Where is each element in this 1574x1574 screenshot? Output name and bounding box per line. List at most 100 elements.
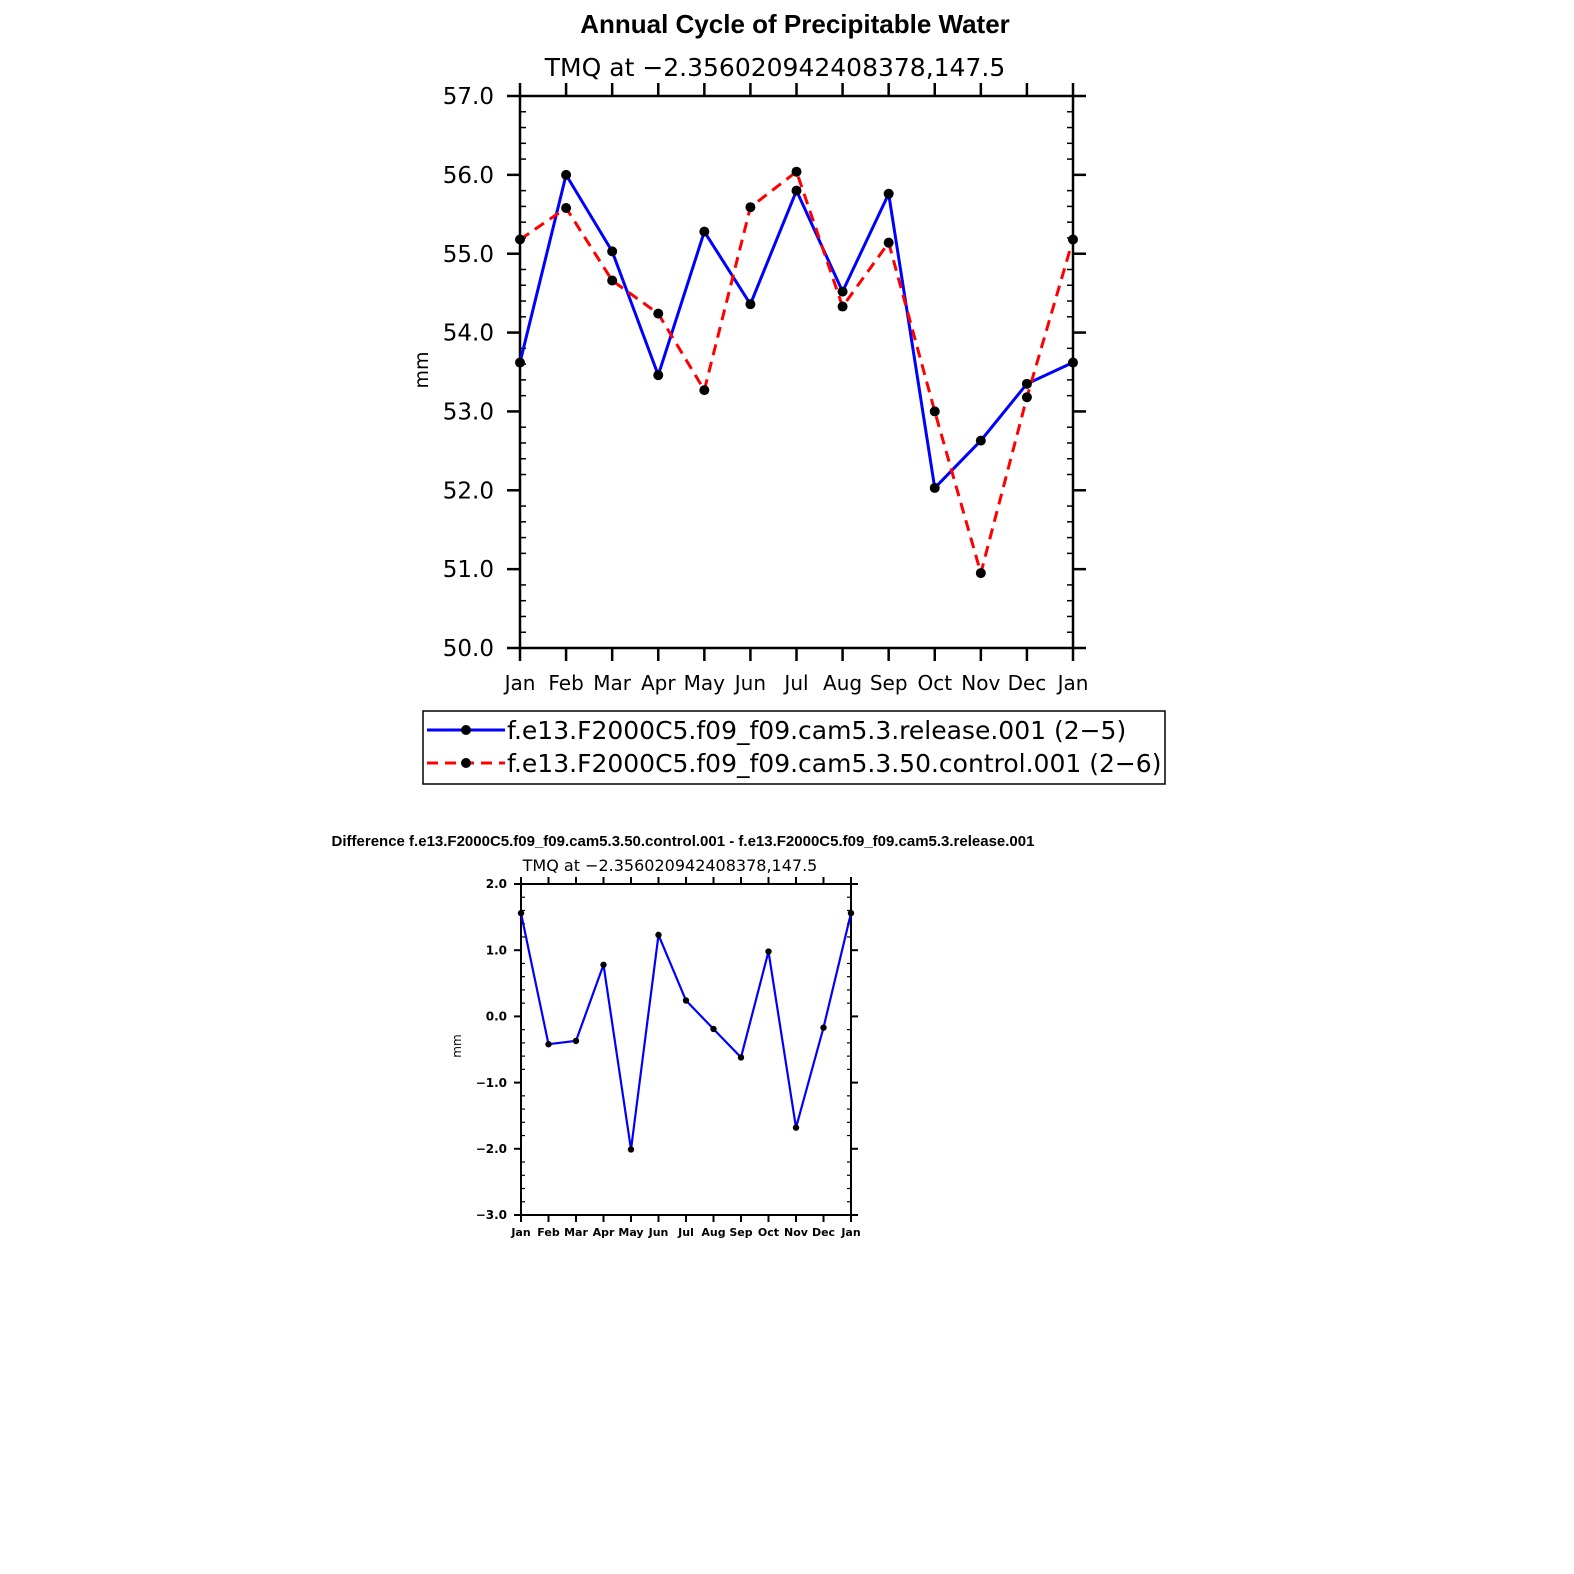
main-ytick-label: 57.0: [443, 84, 494, 110]
difference-xtick-label: Jan: [510, 1226, 530, 1239]
main-chart-title: Annual Cycle of Precipitable Water: [580, 9, 1010, 39]
main-series-1-point: [607, 246, 618, 257]
difference-xtick-label: Jun: [648, 1226, 669, 1239]
difference-chart-plot-area: Jan Feb Mar Apr May Jun Jul Aug Sep Oct Nov Dec Jan−…: [476, 877, 861, 1239]
difference-ytick-label: −2.0: [476, 1142, 507, 1156]
difference-xtick-label: Jul: [677, 1226, 694, 1239]
difference-xtick-label: Mar: [564, 1226, 588, 1239]
main-series-1-point: [1068, 357, 1078, 368]
difference-series-1-point: [517, 909, 525, 917]
main-series-2-point: [607, 275, 618, 286]
difference-series-1-point: [600, 961, 607, 968]
main-ytick-label: 56.0: [443, 163, 494, 189]
difference-xtick-label: Oct: [758, 1226, 779, 1239]
legend-series-2-label: f.e13.F2000C5.f09_f09.cam5.3.50.control.…: [507, 749, 1161, 778]
difference-series-1-point: [847, 909, 855, 917]
difference-series-1-point: [572, 1037, 580, 1045]
main-chart-plot-area: Jan Feb Mar Apr May Jun Jul Aug Sep Oct Nov Dec Jan 5…: [443, 83, 1089, 695]
main-series-2-point: [1068, 234, 1078, 245]
main-ytick-label: 51.0: [443, 557, 494, 583]
main-annual-cycle-chart: Annual Cycle of Precipitable Water TMQ a…: [411, 9, 1088, 695]
main-xtick-label: Jan: [1056, 671, 1089, 695]
main-series-2-point: [515, 234, 525, 245]
main-series-2-point: [837, 301, 848, 312]
difference-series-1-point: [792, 1124, 800, 1131]
main-series-1-point: [561, 169, 572, 180]
difference-xtick-label: Nov: [784, 1226, 809, 1239]
main-ytick-label: 52.0: [443, 478, 494, 504]
difference-chart-ylabel: mm: [450, 1034, 464, 1057]
main-xtick-label: Aug: [823, 671, 862, 695]
difference-xtick-label: Apr: [593, 1226, 615, 1239]
difference-xtick-label: Dec: [812, 1226, 835, 1239]
main-series-1-point: [699, 226, 710, 237]
main-plot-frame: [518, 94, 1075, 650]
difference-series-1-point: [682, 997, 690, 1004]
difference-series-1-point: [655, 931, 662, 939]
difference-chart-title: Difference f.e13.F2000C5.f09_f09.cam5.3.…: [332, 833, 1035, 850]
difference-series-1-point: [627, 1146, 635, 1153]
main-series-1-line: [518, 170, 1074, 492]
main-xtick-label: Jan: [503, 671, 536, 695]
main-ytick-label: 53.0: [443, 399, 494, 425]
difference-ytick-label: −1.0: [476, 1076, 507, 1090]
difference-series-1-point: [737, 1054, 745, 1061]
difference-series-1-line: [519, 912, 853, 1150]
main-series-1-point: [653, 370, 664, 381]
difference-chart: Difference f.e13.F2000C5.f09_f09.cam5.3.…: [332, 833, 1035, 1239]
difference-xtick-label: Feb: [537, 1226, 560, 1239]
difference-series-1-point: [765, 948, 772, 955]
main-xtick-label: Nov: [961, 671, 1000, 695]
difference-plot-frame: [520, 883, 852, 1216]
main-series-1-point: [929, 482, 940, 493]
legend: f.e13.F2000C5.f09_f09.cam5.3.release.001…: [422, 710, 1166, 785]
main-ytick-label: 54.0: [443, 321, 494, 347]
main-series-2-point: [699, 385, 710, 396]
difference-ytick-label: 2.0: [486, 877, 507, 891]
main-series-2-point: [1021, 392, 1032, 403]
difference-xtick-label: Aug: [701, 1226, 725, 1239]
main-series-1-point: [745, 299, 756, 310]
main-chart-subtitle: TMQ at −2.356020942408378,147.5: [544, 53, 1005, 82]
difference-ytick-label: 0.0: [486, 1010, 507, 1024]
main-series-2-point: [791, 166, 802, 177]
main-xtick-label: May: [684, 671, 726, 695]
difference-xtick-label: May: [618, 1226, 643, 1239]
main-xtick-label: Sep: [870, 671, 908, 695]
main-ytick-label: 50.0: [443, 636, 494, 662]
difference-xtick-label: Jan: [840, 1226, 860, 1239]
main-series-2-point: [745, 202, 756, 213]
main-xtick-label: Jul: [782, 671, 808, 695]
main-series-1-point: [1021, 378, 1032, 389]
legend-frame: [422, 710, 1166, 785]
main-xtick-label: Oct: [917, 671, 952, 695]
legend-series-1-marker: [461, 725, 471, 735]
main-series-1-point: [515, 357, 525, 368]
main-xtick-label: Mar: [593, 671, 632, 695]
main-series-1-point: [791, 185, 802, 196]
main-xtick-label: Jun: [733, 671, 766, 695]
main-series-2-point: [653, 308, 664, 319]
legend-series-2-marker: [461, 758, 471, 768]
main-series-1-point: [837, 286, 848, 297]
main-series-2-line: [519, 169, 1075, 579]
legend-series-1-label: f.e13.F2000C5.f09_f09.cam5.3.release.001…: [507, 716, 1126, 745]
difference-ytick-label: −3.0: [476, 1208, 507, 1222]
difference-series-1-point: [545, 1041, 552, 1048]
difference-ytick-label: 1.0: [486, 943, 507, 957]
main-ytick-label: 55.0: [443, 242, 494, 268]
difference-series-1-point: [820, 1024, 827, 1031]
main-series-1-point: [883, 188, 894, 199]
difference-xtick-label: Sep: [729, 1226, 752, 1239]
main-series-2-point: [929, 406, 940, 417]
main-series-2-point: [883, 237, 894, 248]
main-xtick-label: Dec: [1008, 671, 1047, 695]
main-chart-ylabel: mm: [411, 351, 433, 388]
difference-series-1-point: [710, 1025, 717, 1033]
main-xtick-label: Feb: [548, 671, 583, 695]
main-xtick-label: Apr: [641, 671, 676, 695]
main-series-2-point: [975, 568, 986, 579]
main-series-1-point: [975, 435, 986, 446]
difference-chart-subtitle: TMQ at −2.356020942408378,147.5: [522, 856, 818, 875]
